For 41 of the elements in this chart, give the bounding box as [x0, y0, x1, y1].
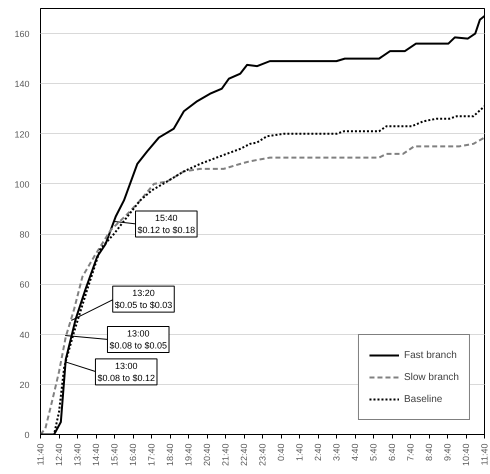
x-tick-label: 8:40: [424, 443, 434, 462]
x-tick-label: 4:40: [350, 443, 360, 462]
y-tick-label: 80: [19, 230, 30, 240]
y-tick-label: 160: [14, 29, 30, 40]
y-tick-label: 40: [19, 330, 30, 340]
x-tick-label: 2:40: [313, 443, 323, 462]
y-tick-label: 60: [19, 280, 30, 290]
legend-label: Baseline: [404, 394, 442, 404]
x-tick-label: 14:40: [91, 443, 101, 466]
x-tick-label: 5:40: [368, 443, 378, 462]
x-tick-label: 20:40: [202, 443, 212, 466]
x-tick-label: 23:40: [258, 443, 268, 466]
legend-label: Fast branch: [404, 350, 457, 360]
x-tick-label: 12:40: [54, 443, 64, 466]
x-tick-label: 17:40: [146, 443, 156, 466]
x-tick-label: 15:40: [110, 443, 120, 466]
x-tick-label: 21:40: [220, 443, 230, 466]
annotation: 13:20 $0.05 to $0.03: [114, 288, 172, 310]
annotation: 13:00 $0.08 to $0.05: [109, 328, 168, 351]
x-tick-label: 16:40: [128, 443, 138, 466]
x-tick-label: 11:40: [480, 443, 490, 466]
y-tick-label: 120: [14, 129, 30, 140]
annotation: 15:40 $0.12 to $0.18: [138, 213, 196, 236]
x-tick-label: 6:40: [387, 443, 397, 462]
x-tick-label: 11:40: [36, 443, 46, 466]
x-tick-label: 9:40: [442, 443, 452, 462]
x-tick-label: 7:40: [406, 443, 416, 462]
y-tick-label: 100: [14, 179, 30, 190]
y-tick-label: 20: [19, 380, 30, 390]
x-tick-label: 0:40: [276, 443, 286, 462]
x-tick-label: 19:40: [184, 443, 194, 466]
x-tick-label: 13:40: [72, 443, 82, 466]
x-tick-label: 3:40: [332, 443, 342, 462]
y-tick-label: 0: [24, 430, 30, 440]
annotation: 13:00 $0.08 to $0.12: [97, 360, 156, 383]
x-tick-label: 10:40: [461, 443, 471, 466]
legend-label: Slow branch: [404, 372, 459, 382]
x-tick-label: 1:40: [294, 443, 304, 462]
x-tick-label: 18:40: [165, 443, 175, 466]
x-tick-label: 22:40: [239, 443, 249, 466]
y-tick-label: 140: [14, 79, 30, 90]
